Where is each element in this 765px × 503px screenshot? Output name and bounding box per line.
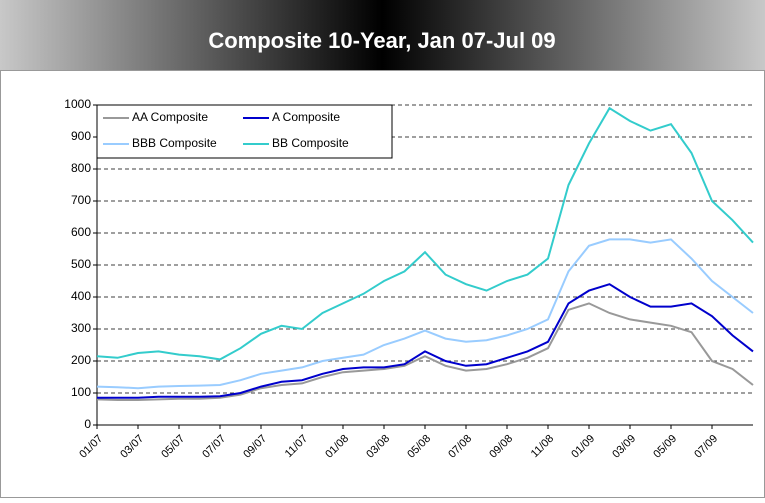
legend-label: A Composite [272, 110, 340, 124]
y-tick-label: 600 [71, 225, 91, 239]
y-tick-label: 300 [71, 321, 91, 335]
y-tick-label: 700 [71, 193, 91, 207]
chart-title: Composite 10-Year, Jan 07-Jul 09 [208, 28, 555, 53]
header-bar [0, 0, 765, 70]
legend-label: BB Composite [272, 136, 349, 150]
series-line [96, 106, 754, 361]
y-tick-label: 200 [71, 353, 91, 367]
series-line [96, 238, 754, 390]
y-tick-label: 500 [71, 257, 91, 271]
legend [96, 104, 393, 159]
y-tick-label: 0 [84, 417, 91, 431]
y-tick-label: 800 [71, 161, 91, 175]
y-tick-label: 1000 [64, 97, 91, 111]
y-tick-label: 100 [71, 385, 91, 399]
y-tick-label: 400 [71, 289, 91, 303]
y-tick-label: 900 [71, 129, 91, 143]
series-line [96, 302, 754, 401]
legend-label: AA Composite [132, 110, 208, 124]
legend-label: BBB Composite [132, 136, 217, 150]
series-line [97, 283, 754, 399]
